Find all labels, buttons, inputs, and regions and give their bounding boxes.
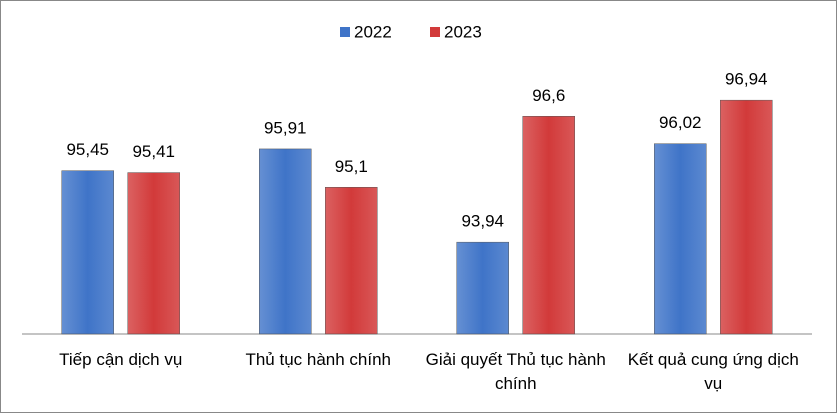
bar [456, 241, 509, 335]
x-tick-label: Kết quả cung ứng dịch vụ [627, 350, 799, 393]
bar [325, 187, 378, 335]
bar [522, 116, 575, 335]
x-tick-label: Giải quyết Thủ tục hành chính [425, 350, 606, 393]
x-tick-label-box: Giải quyết Thủ tục hành chính [425, 350, 606, 393]
x-tick-label-box: Tiếp cận dịch vụ [59, 350, 183, 369]
bar [259, 148, 312, 335]
data-label: 96,02 [659, 113, 702, 132]
data-label: 96,6 [532, 86, 565, 105]
x-tick-label-box: Thủ tục hành chính [245, 350, 392, 369]
bar [720, 99, 773, 335]
legend-label: 2023 [444, 22, 482, 41]
data-label: 95,1 [335, 157, 368, 176]
bar [654, 143, 707, 335]
data-label: 93,94 [461, 212, 504, 231]
data-label: 96,94 [725, 70, 768, 89]
data-label: 95,45 [66, 140, 109, 159]
legend-swatch [430, 27, 440, 37]
legend-label: 2022 [354, 22, 392, 41]
x-tick-label: Thủ tục hành chính [245, 350, 392, 369]
x-tick-label: Tiếp cận dịch vụ [59, 350, 183, 369]
bar [127, 172, 180, 335]
data-label: 95,41 [132, 142, 175, 161]
legend-swatch [340, 27, 350, 37]
bar [61, 170, 114, 335]
data-label: 95,91 [264, 118, 307, 137]
x-tick-label-box: Kết quả cung ứng dịch vụ [627, 350, 799, 393]
